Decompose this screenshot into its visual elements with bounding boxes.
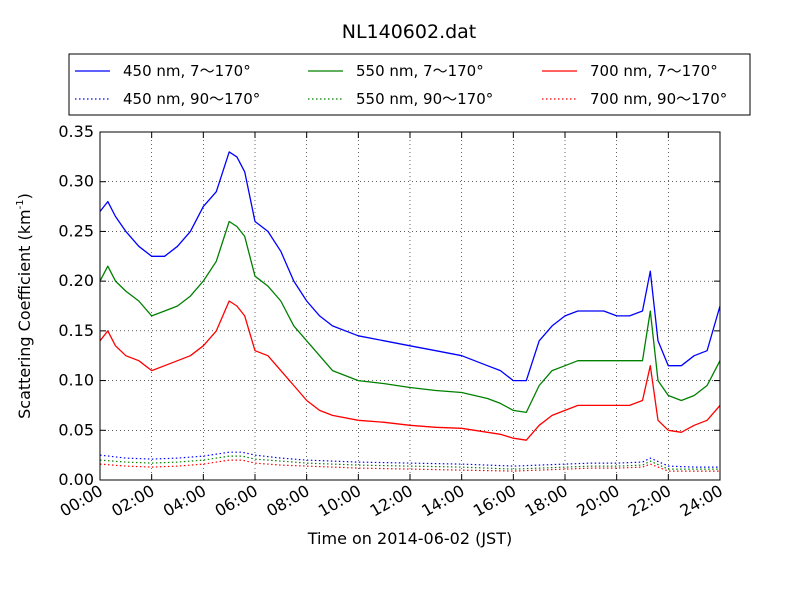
x-tick-label: 12:00 xyxy=(367,481,416,521)
series-line-2 xyxy=(99,300,721,441)
y-tick-label: 0.05 xyxy=(58,420,94,439)
legend-label-3: 450 nm, 90～170° xyxy=(123,90,260,108)
y-tick-label: 0.25 xyxy=(58,221,94,240)
x-tick-label: 02:00 xyxy=(108,481,157,521)
y-tick-label: 0.35 xyxy=(58,122,94,141)
x-tick-label: 18:00 xyxy=(522,481,571,521)
y-tick-label: 0.15 xyxy=(58,321,94,340)
x-axis-label: Time on 2014-06-02 (JST) xyxy=(307,529,512,548)
legend-label-5: 700 nm, 90～170° xyxy=(590,90,727,108)
y-tick-label: 0.00 xyxy=(58,470,94,489)
x-tick-label: 08:00 xyxy=(263,481,312,521)
y-tick-label: 0.20 xyxy=(58,271,94,290)
chart-title: NL140602.dat xyxy=(342,21,477,43)
x-tick-label: 16:00 xyxy=(470,481,519,521)
legend-label-2: 700 nm, 7～170° xyxy=(590,62,718,80)
plot-area: 00:00 02:00 04:00 06:00 08:00 10:00 12:00 14:00… xyxy=(57,122,726,521)
x-tick-label: 20:00 xyxy=(573,481,622,521)
plot-background xyxy=(100,132,720,480)
y-tick-label: 0.10 xyxy=(58,371,94,390)
series-line-0 xyxy=(99,151,721,382)
x-tick-label: 14:00 xyxy=(418,481,467,521)
legend-label-0: 450 nm, 7～170° xyxy=(123,62,251,80)
legend-label-4: 550 nm, 90～170° xyxy=(356,90,493,108)
x-tick-label: 04:00 xyxy=(160,481,209,521)
x-tick-label: 06:00 xyxy=(212,481,261,521)
x-tick-label: 22:00 xyxy=(625,481,674,521)
y-tick-label: 0.30 xyxy=(58,172,94,191)
y-axis-label-main: Scattering Coefficient (km xyxy=(15,209,34,419)
x-tick-label: 10:00 xyxy=(315,481,364,521)
y-axis-label: Scattering Coefficient (km-1) xyxy=(15,193,34,419)
legend: 450 nm, 7～170° 550 nm, 7～170° 700 nm, 7～17… xyxy=(68,53,751,116)
y-axis-label-close: ) xyxy=(15,193,34,199)
y-axis-label-superscript: -1 xyxy=(15,199,26,209)
series-line-1 xyxy=(99,220,721,414)
legend-box xyxy=(68,53,751,116)
legend-label-1: 550 nm, 7～170° xyxy=(356,62,484,80)
x-tick-label: 24:00 xyxy=(677,481,726,521)
